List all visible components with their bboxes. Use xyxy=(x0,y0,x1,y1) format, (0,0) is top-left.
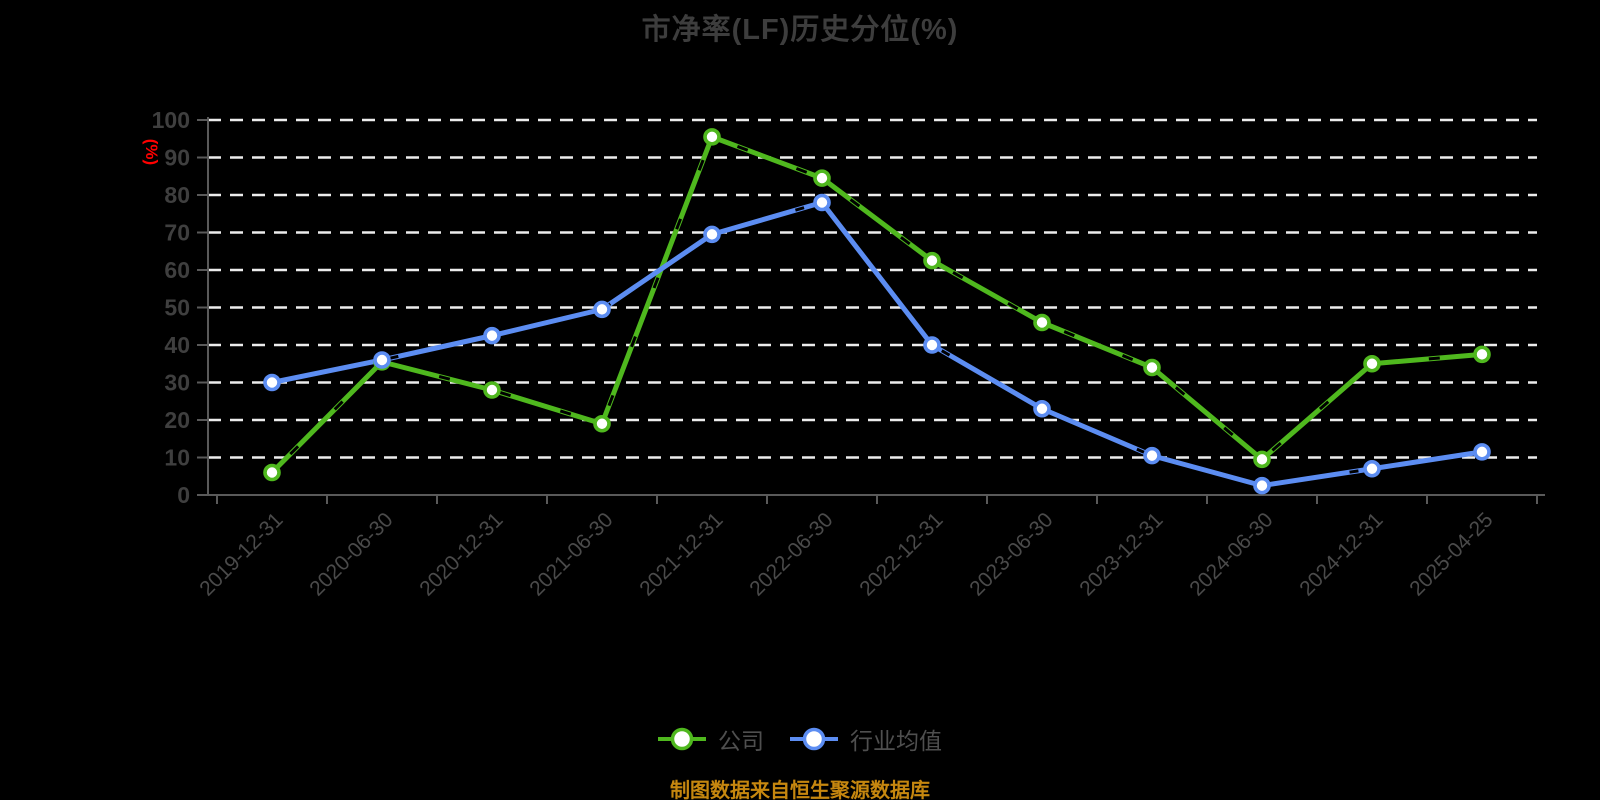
data-point-company xyxy=(593,414,611,433)
x-axis-tick-label: 2019-12-31 xyxy=(195,508,287,600)
y-axis-tick-label: 40 xyxy=(164,332,190,358)
y-axis-tick-label: 20 xyxy=(164,407,190,433)
x-axis-tick-label: 2023-12-31 xyxy=(1075,508,1167,600)
data-point-company xyxy=(263,463,281,482)
legend-circle-company xyxy=(670,727,694,751)
data-point-company xyxy=(1033,313,1051,332)
y-axis-tick-label: 70 xyxy=(164,220,190,246)
y-axis-tick-label: 30 xyxy=(164,370,190,396)
data-point-company xyxy=(923,251,941,270)
data-point-company xyxy=(483,381,501,399)
y-axis-tick-label: 50 xyxy=(164,295,190,321)
y-axis-tick-label: 60 xyxy=(164,257,190,283)
data-point-industry-average xyxy=(1473,443,1491,461)
legend-label-industry-average: 行业均值 xyxy=(850,728,942,754)
legend-circle-industry xyxy=(802,727,826,751)
data-point-company xyxy=(1363,354,1381,373)
x-axis-tick-label: 2025-04-25 xyxy=(1405,508,1497,600)
x-axis-tick-label: 2023-06-30 xyxy=(965,508,1057,600)
data-point-industry-average xyxy=(263,373,281,392)
source-note: 制图数据来自恒生聚源数据库 xyxy=(670,780,930,800)
data-point-company xyxy=(813,169,831,187)
x-axis-tick-label: 2021-12-31 xyxy=(635,508,727,600)
data-point-company xyxy=(1473,345,1491,364)
chart-title: 市净率(LF)历史分位(%) xyxy=(641,14,959,46)
x-axis-tick-label: 2021-06-30 xyxy=(525,508,617,600)
legend: 公司 行业均值 xyxy=(0,722,1600,756)
x-axis-tick-label: 2024-06-30 xyxy=(1185,508,1277,600)
legend-marker-industry-icon xyxy=(790,727,838,751)
data-point-industry-average xyxy=(703,225,721,244)
data-point-company xyxy=(1143,358,1161,377)
data-point-industry-average xyxy=(923,336,941,354)
data-point-industry-average xyxy=(1363,459,1381,478)
series-line-industry-average xyxy=(269,200,1485,489)
legend-item-industry-average[interactable]: 行业均值 xyxy=(790,722,942,756)
y-axis-tick-label: 100 xyxy=(152,107,190,133)
y-axis-tick-label: 90 xyxy=(164,145,190,171)
data-point-industry-average xyxy=(1033,399,1051,418)
y-axis-tick-label: 80 xyxy=(164,182,190,208)
data-point-industry-average xyxy=(1253,476,1271,495)
series-line-company xyxy=(269,134,1485,475)
legend-item-company[interactable]: 公司 xyxy=(658,722,764,756)
data-point-company xyxy=(1253,450,1271,469)
legend-marker-company-icon xyxy=(658,727,706,751)
x-axis-tick-label: 2022-12-31 xyxy=(855,508,947,600)
data-point-industry-average xyxy=(373,351,391,369)
x-axis-tick-label: 2022-06-30 xyxy=(745,508,837,600)
y-axis-tick-label: 10 xyxy=(164,445,190,471)
data-point-industry-average xyxy=(593,300,611,319)
series-line-overlay-company xyxy=(270,135,1483,474)
x-axis-tick-label: 2020-06-30 xyxy=(305,508,397,600)
x-axis-tick-label: 2024-12-31 xyxy=(1295,508,1387,600)
x-axis-tick-label: 2020-12-31 xyxy=(415,508,507,600)
y-axis-tick-label: 0 xyxy=(177,482,190,508)
data-point-industry-average xyxy=(813,193,831,212)
data-point-company xyxy=(703,128,721,146)
legend-label-company: 公司 xyxy=(718,728,764,754)
data-point-industry-average xyxy=(483,326,501,345)
data-point-industry-average xyxy=(1143,446,1161,465)
